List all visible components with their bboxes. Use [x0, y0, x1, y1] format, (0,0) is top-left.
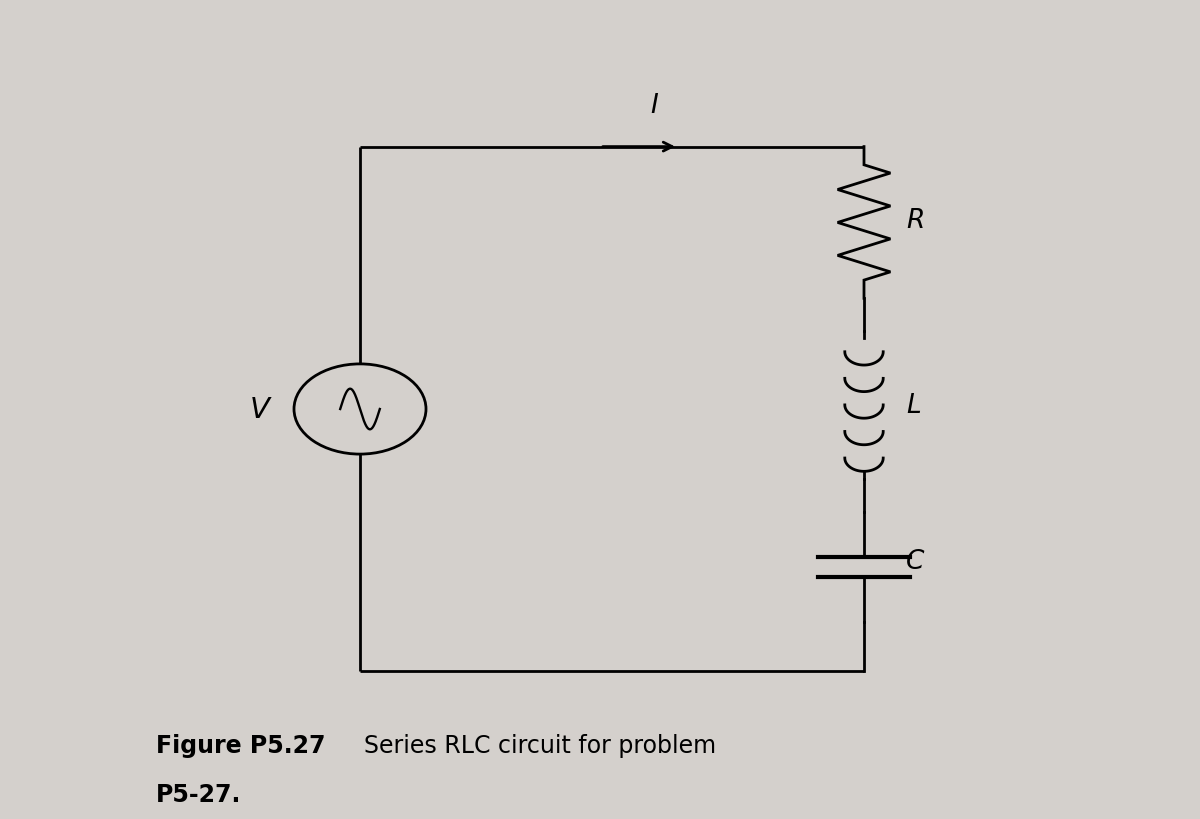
- Text: L: L: [906, 392, 920, 419]
- Text: C: C: [906, 548, 924, 574]
- Text: Figure P5.27: Figure P5.27: [156, 733, 325, 757]
- Text: Series RLC circuit for problem: Series RLC circuit for problem: [334, 733, 715, 757]
- Text: V: V: [250, 396, 270, 423]
- Text: R: R: [906, 208, 924, 234]
- Text: I: I: [650, 93, 658, 119]
- Text: P5-27.: P5-27.: [156, 782, 241, 806]
